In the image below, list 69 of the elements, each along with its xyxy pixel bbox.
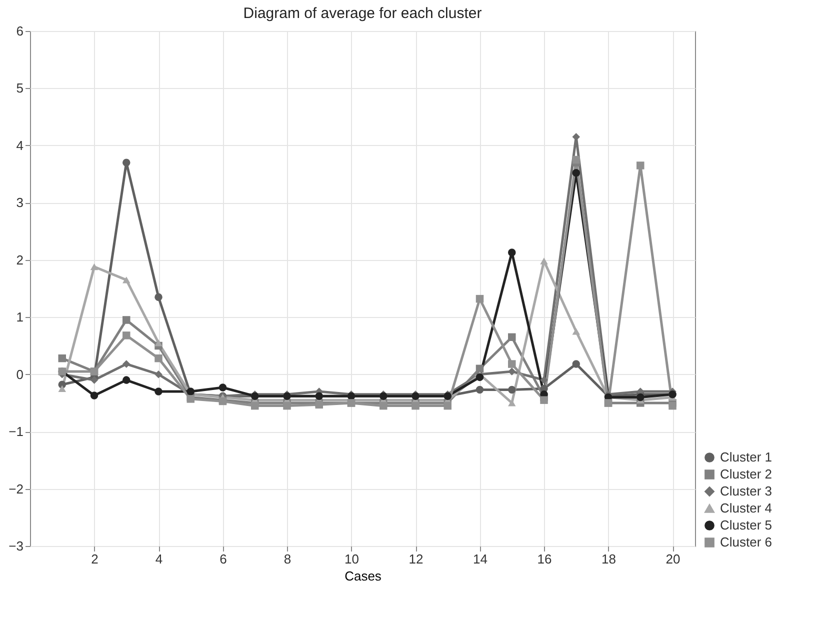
point bbox=[540, 376, 548, 384]
point bbox=[283, 402, 291, 410]
point bbox=[476, 294, 484, 303]
point bbox=[380, 402, 388, 410]
point bbox=[122, 360, 130, 368]
y-tick-label: −1 bbox=[8, 424, 24, 440]
point bbox=[122, 332, 130, 340]
chart-title: Diagram of average for each cluster bbox=[243, 5, 482, 22]
x-tick-label: 14 bbox=[473, 552, 488, 566]
y-tick-label: 1 bbox=[16, 310, 24, 325]
point bbox=[154, 354, 162, 362]
point bbox=[636, 393, 644, 402]
point bbox=[122, 158, 130, 166]
legend-label: Cluster 4 bbox=[720, 500, 772, 516]
point bbox=[122, 276, 130, 284]
y-tick-label: 6 bbox=[16, 24, 24, 38]
x-tick-label: 10 bbox=[344, 552, 359, 566]
point bbox=[508, 360, 516, 368]
legend-label: Cluster 1 bbox=[720, 450, 772, 464]
y-tick-label: 0 bbox=[16, 366, 24, 382]
point bbox=[90, 376, 98, 384]
point bbox=[122, 316, 130, 324]
x-tick-label: 2 bbox=[91, 552, 98, 566]
point bbox=[444, 402, 452, 410]
point bbox=[508, 386, 516, 394]
x-tick-label: 18 bbox=[602, 552, 616, 566]
point bbox=[154, 293, 162, 301]
point bbox=[668, 402, 676, 410]
point bbox=[154, 388, 162, 396]
x-tick-label: 12 bbox=[408, 552, 424, 566]
point bbox=[572, 169, 580, 177]
point bbox=[58, 385, 66, 392]
legend-label: Cluster 2 bbox=[720, 466, 772, 482]
point bbox=[476, 364, 484, 372]
y-tick-label: 2 bbox=[16, 252, 24, 268]
point bbox=[58, 354, 66, 362]
point bbox=[508, 368, 516, 376]
point bbox=[540, 258, 548, 264]
legend-label: Cluster 3 bbox=[720, 484, 772, 498]
point bbox=[90, 392, 98, 400]
x-tick-label: 16 bbox=[537, 552, 552, 566]
point bbox=[154, 340, 162, 346]
x-axis-title: Cases bbox=[344, 568, 382, 584]
point bbox=[572, 156, 580, 164]
point bbox=[90, 263, 98, 270]
point bbox=[218, 384, 227, 392]
legend-label: Cluster 5 bbox=[720, 518, 772, 532]
y-tick-label: 4 bbox=[16, 138, 24, 153]
point bbox=[636, 162, 644, 170]
point bbox=[572, 328, 580, 335]
y-tick-label: −3 bbox=[8, 538, 24, 554]
legend-label: Cluster 6 bbox=[720, 534, 772, 550]
y-tick-label: 5 bbox=[16, 80, 24, 96]
point bbox=[122, 376, 130, 384]
x-tick-label: 6 bbox=[220, 552, 227, 566]
y-tick-label: 3 bbox=[16, 195, 24, 210]
point bbox=[476, 386, 484, 394]
x-tick-label: 8 bbox=[284, 552, 292, 566]
point bbox=[154, 370, 162, 378]
point bbox=[540, 396, 548, 404]
y-tick-label: −2 bbox=[8, 481, 24, 496]
point bbox=[251, 402, 259, 410]
x-tick-label: 20 bbox=[666, 552, 680, 566]
x-tick-label: 4 bbox=[155, 552, 163, 566]
point bbox=[572, 360, 580, 368]
point bbox=[508, 333, 516, 342]
point bbox=[412, 402, 420, 410]
point bbox=[476, 373, 484, 382]
point bbox=[508, 248, 516, 256]
